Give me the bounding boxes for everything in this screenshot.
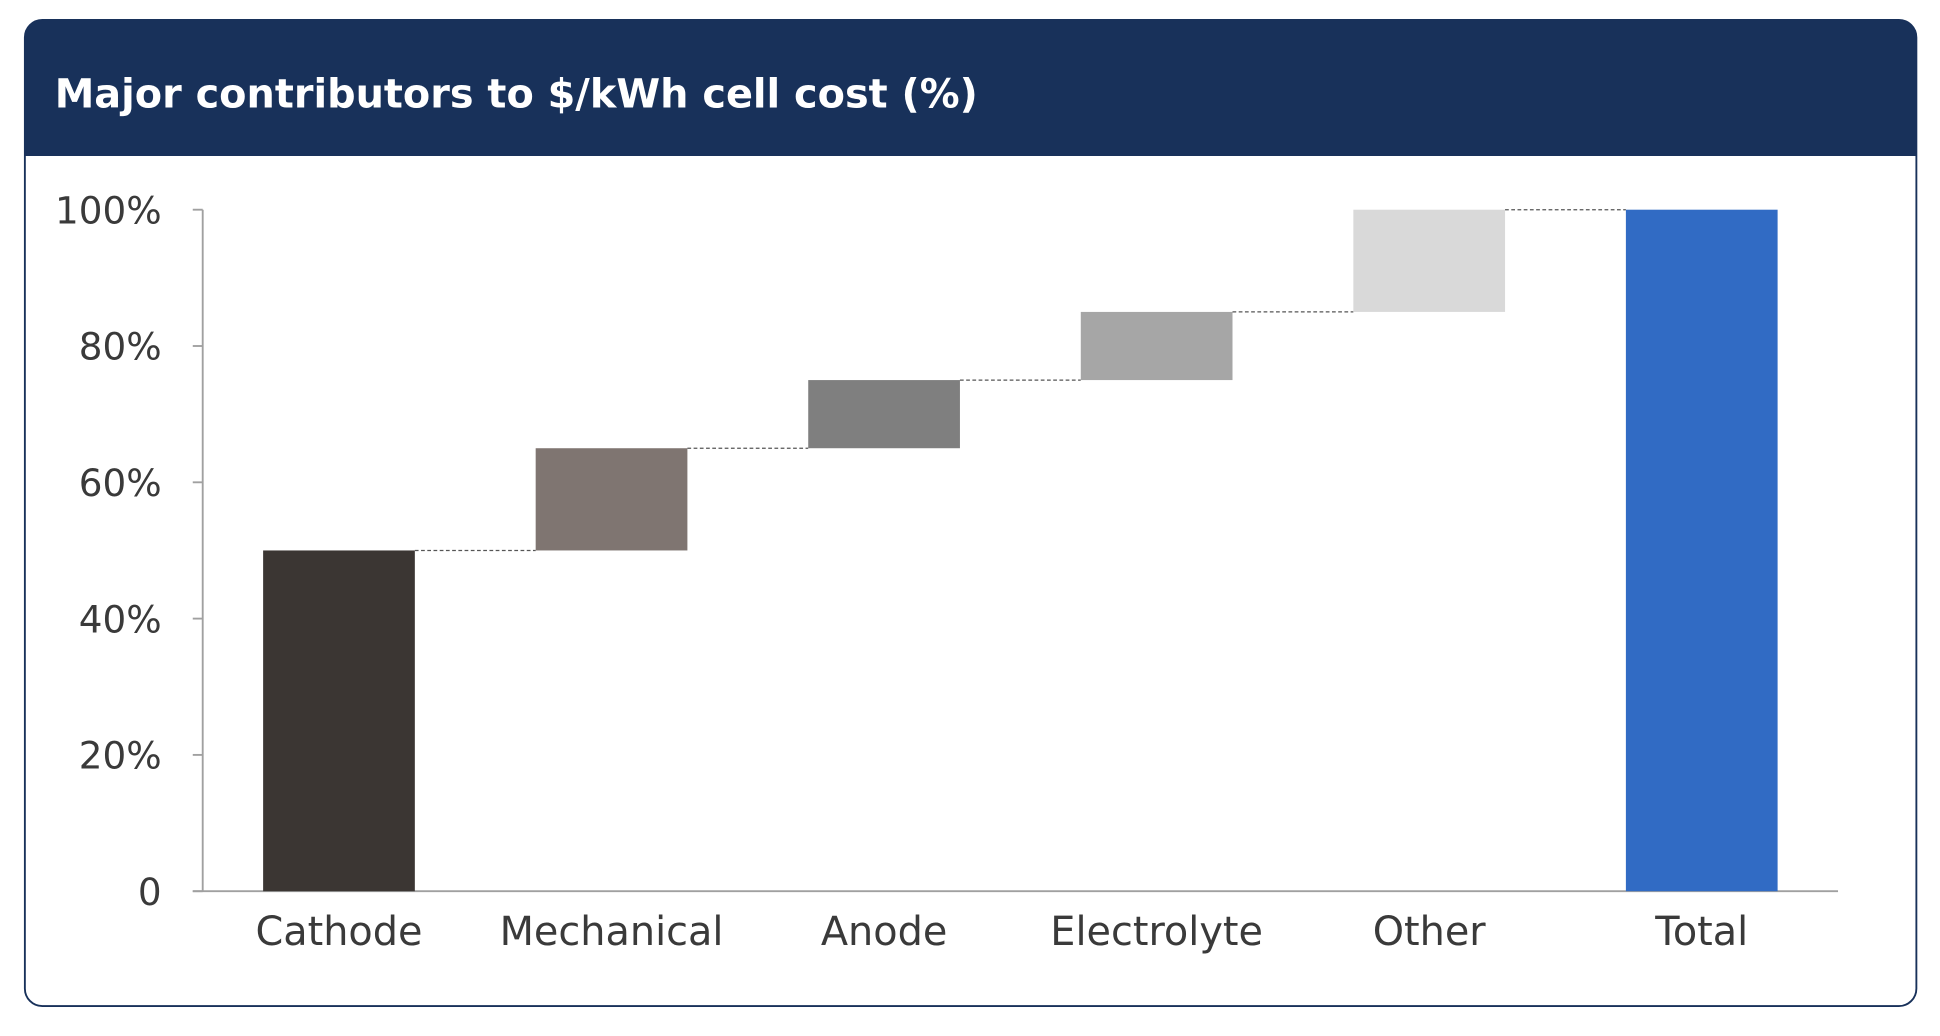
x-tick-label: Other — [1373, 909, 1487, 955]
x-tick-label: Cathode — [255, 909, 422, 955]
x-tick-label: Mechanical — [500, 909, 724, 955]
y-tick-label: 100% — [55, 188, 162, 232]
y-tick-label: 0 — [138, 870, 162, 914]
x-tick-label: Total — [1654, 909, 1748, 955]
bar-other — [1353, 209, 1506, 312]
y-tick-label: 40% — [79, 597, 162, 641]
y-tick-label: 80% — [79, 325, 162, 369]
bar-total — [1625, 209, 1778, 892]
bar-anode — [808, 380, 960, 449]
bar-electrolyte — [1080, 311, 1233, 381]
bar-mechanical — [535, 448, 688, 551]
x-tick-label: Electrolyte — [1050, 909, 1263, 955]
title-bar — [24, 19, 1917, 157]
y-tick-label: 20% — [79, 734, 162, 778]
y-tick-label: 60% — [79, 461, 162, 505]
chart-title: Major contributors to $/kWh cell cost (%… — [55, 71, 978, 117]
x-tick-label: Anode — [821, 909, 948, 955]
bar-cathode — [263, 550, 415, 892]
